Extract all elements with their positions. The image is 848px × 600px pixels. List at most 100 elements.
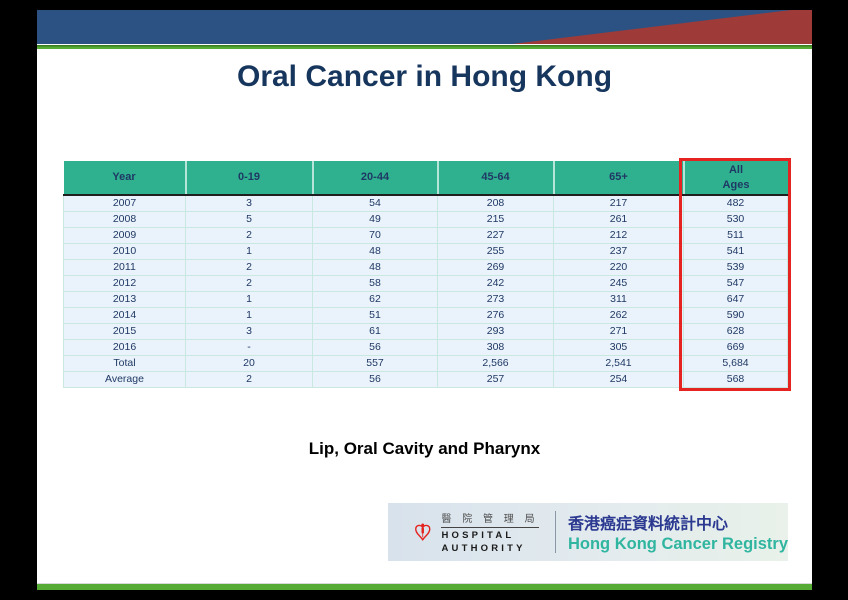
column-header: 20-44 xyxy=(311,161,438,196)
table-cell: 2012 xyxy=(63,274,186,292)
table-cell: 237 xyxy=(553,242,684,260)
column-header: 65+ xyxy=(552,161,684,196)
table-cell: 2016 xyxy=(63,338,186,356)
table-row: 2008 5 49 215 261 530 xyxy=(63,210,788,228)
table-cell: 2 xyxy=(185,226,313,244)
table-cell: 261 xyxy=(553,210,684,228)
table-cell: 2010 xyxy=(63,242,186,260)
table-cell: 273 xyxy=(437,290,554,308)
table-cell: 51 xyxy=(312,306,438,324)
slide-subtitle: Lip, Oral Cavity and Pharynx xyxy=(308,439,541,458)
table-cell: 2007 xyxy=(63,194,186,212)
table-row: 2009 2 70 227 212 511 xyxy=(63,226,788,244)
ha-english-name-line2: AUTHORITY xyxy=(441,543,526,554)
table-row: 2015 3 61 293 271 628 xyxy=(63,322,788,340)
table-cell: 628 xyxy=(683,322,788,340)
top-banner xyxy=(37,10,812,44)
table-cell: 49 xyxy=(312,210,438,228)
table-cell: 54 xyxy=(312,194,438,212)
table-cell: 541 xyxy=(683,242,788,260)
table-cell: 48 xyxy=(312,242,438,260)
table-cell: 669 xyxy=(683,338,788,356)
table-cell: 2015 xyxy=(63,322,186,340)
table-cell: 20 xyxy=(185,354,313,372)
table-cell: 2011 xyxy=(63,258,186,276)
table-cell: 208 xyxy=(437,194,554,212)
table-cell: 2,566 xyxy=(437,354,554,372)
table-cell: 271 xyxy=(553,322,684,340)
data-table-wrapper: Year 0-19 20-44 45-64 65+ All Ages 2007 3 54 208… xyxy=(63,158,791,391)
table-cell: 56 xyxy=(312,338,438,356)
table-cell: 482 xyxy=(683,194,788,212)
table-cell: 5,684 xyxy=(683,354,788,372)
table-cell: 245 xyxy=(553,274,684,292)
table-cell: 539 xyxy=(683,258,788,276)
ha-chinese-name: 醫 院 管 理 局 xyxy=(441,510,539,528)
table-row: Total 20 557 2,566 2,541 5,684 xyxy=(63,354,788,372)
table-header-row: Year 0-19 20-44 45-64 65+ All Ages xyxy=(63,161,788,196)
hospital-authority-text: 醫 院 管 理 局 HOSPITAL AUTHORITY xyxy=(441,510,539,554)
table-cell: 62 xyxy=(312,290,438,308)
table-cell: 2008 xyxy=(63,210,186,228)
table-cell: Average xyxy=(63,370,186,388)
table-cell: 590 xyxy=(683,306,788,324)
table-cell: 2,541 xyxy=(553,354,684,372)
table-cell: 2014 xyxy=(63,306,186,324)
table-cell: 1 xyxy=(185,290,313,308)
table-row: 2013 1 62 273 311 647 xyxy=(63,290,788,308)
table-row: 2010 1 48 255 237 541 xyxy=(63,242,788,260)
table-cell: 257 xyxy=(437,370,554,388)
table-cell: 48 xyxy=(312,258,438,276)
table-cell: 212 xyxy=(553,226,684,244)
table-body: 2007 3 54 208 217 482 2008 5 49 215 261 530 2009 2 70 2… xyxy=(63,194,788,388)
column-header: 0-19 xyxy=(184,161,313,196)
table-row: 2011 2 48 269 220 539 xyxy=(63,258,788,276)
banner-red-wedge xyxy=(512,10,812,44)
table-header: Year 0-19 20-44 45-64 65+ All Ages xyxy=(63,161,788,196)
table-cell: - xyxy=(185,338,313,356)
table-row: 2014 1 51 276 262 590 xyxy=(63,306,788,324)
column-header: 45-64 xyxy=(436,161,554,196)
table-row: Average 2 56 257 254 568 xyxy=(63,370,788,388)
table-cell: 217 xyxy=(553,194,684,212)
table-cell: 530 xyxy=(683,210,788,228)
table-cell: 1 xyxy=(185,242,313,260)
table-cell: 276 xyxy=(437,306,554,324)
slide-title: Oral Cancer in Hong Kong xyxy=(236,60,613,93)
table-cell: 269 xyxy=(437,258,554,276)
cancer-registry-text: 香港癌症資料統計中心 Hong Kong Cancer Registry xyxy=(568,510,788,554)
table-cell: 70 xyxy=(312,226,438,244)
table-cell: 3 xyxy=(185,322,313,340)
table-cell: 58 xyxy=(312,274,438,292)
table-cell: 2009 xyxy=(63,226,186,244)
table-cell: 2013 xyxy=(63,290,186,308)
table-cell: 3 xyxy=(185,194,313,212)
table-cell: 215 xyxy=(437,210,554,228)
column-header: All Ages xyxy=(682,161,788,196)
table-cell: 1 xyxy=(185,306,313,324)
hospital-authority-heart-icon xyxy=(415,523,431,541)
slide: Oral Cancer in Hong Kong Year 0-19 20-44 45… xyxy=(37,10,812,590)
table-cell: 242 xyxy=(437,274,554,292)
logo-block: 醫 院 管 理 局 HOSPITAL AUTHORITY 香港癌症資料統計中心 … xyxy=(388,503,788,561)
table-cell: 61 xyxy=(312,322,438,340)
table-row: 2012 2 58 242 245 547 xyxy=(63,274,788,292)
table-cell: Total xyxy=(63,354,186,372)
table-cell: 511 xyxy=(683,226,788,244)
table-cell: 227 xyxy=(437,226,554,244)
table-cell: 568 xyxy=(683,370,788,388)
registry-chinese-name: 香港癌症資料統計中心 xyxy=(567,516,728,533)
oral-cancer-data-table: Year 0-19 20-44 45-64 65+ All Ages 2007 3 54 208… xyxy=(63,161,788,388)
table-cell: 305 xyxy=(553,338,684,356)
table-cell: 2 xyxy=(185,258,313,276)
banner-green-accent-line xyxy=(37,44,812,49)
ha-english-name-line1: HOSPITAL xyxy=(441,530,515,541)
table-cell: 56 xyxy=(312,370,438,388)
table-cell: 547 xyxy=(683,274,788,292)
table-cell: 255 xyxy=(437,242,554,260)
table-cell: 254 xyxy=(553,370,684,388)
table-cell: 262 xyxy=(553,306,684,324)
table-cell: 311 xyxy=(553,290,684,308)
table-row: 2007 3 54 208 217 482 xyxy=(63,194,788,212)
